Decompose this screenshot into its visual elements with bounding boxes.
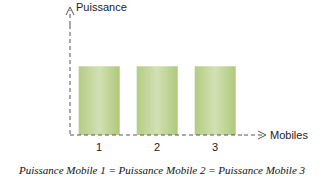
svg-text:Mobiles: Mobiles <box>270 129 308 141</box>
svg-text:2: 2 <box>154 141 160 153</box>
svg-text:3: 3 <box>212 141 218 153</box>
svg-text:1: 1 <box>96 141 102 153</box>
svg-text:Puissance: Puissance <box>76 1 127 13</box>
html-text:Puissance Mobile 1 = Puissance: Puissance Mobile 1 = Puissance Mobile 2 … <box>18 164 306 176</box>
